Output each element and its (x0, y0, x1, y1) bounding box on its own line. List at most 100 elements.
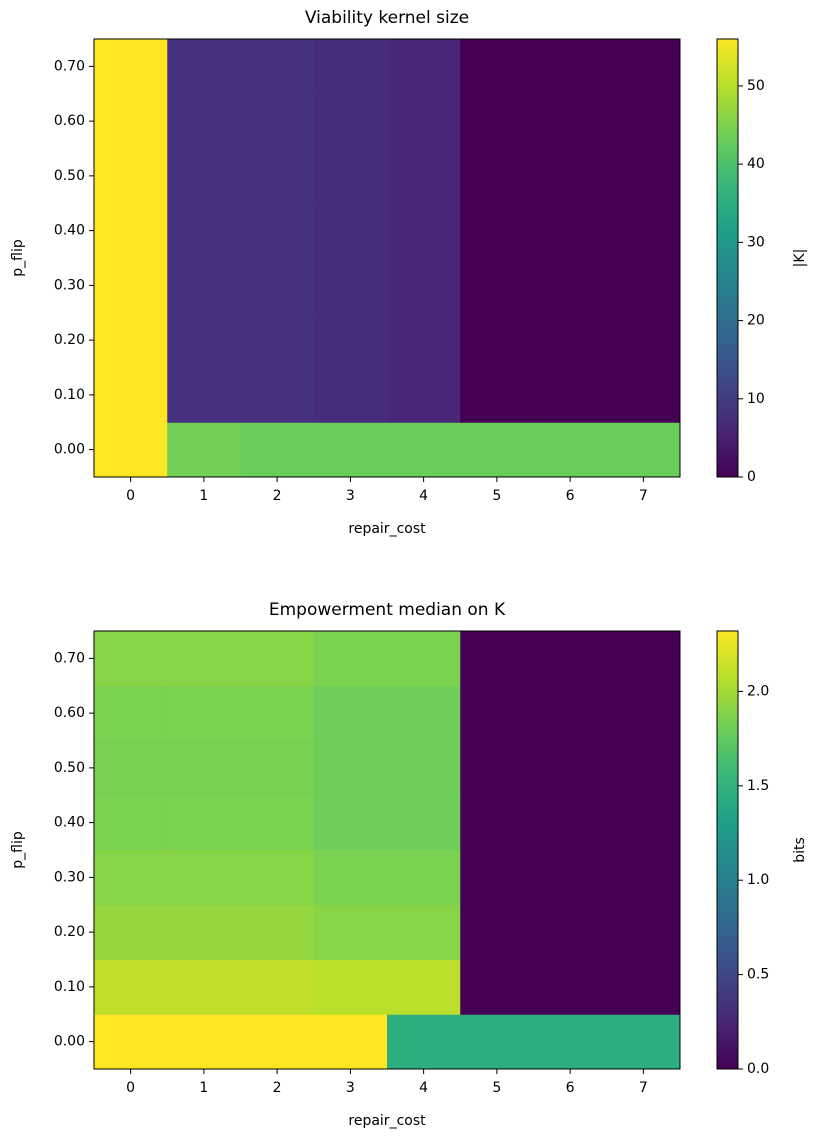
heatmap-cell (387, 367, 461, 423)
heatmap-cell (460, 1014, 534, 1070)
heatmap-cell (167, 148, 241, 204)
chart-title: Empowerment median on K (269, 600, 506, 620)
heatmap-cell (313, 367, 388, 423)
heatmap-cell (533, 93, 608, 149)
heatmap-cell (533, 740, 608, 796)
heatmap-cell (606, 1014, 681, 1070)
heatmap-cell (313, 312, 388, 368)
heatmap-cell (460, 959, 534, 1015)
x-tick-label: 7 (639, 1080, 648, 1096)
heatmap-cell (313, 1014, 388, 1070)
heatmap-cell (606, 850, 681, 906)
heatmap-cell (533, 850, 608, 906)
heatmap-cell (313, 203, 388, 259)
heatmap-cell (94, 203, 168, 259)
heatmap-cell (167, 203, 241, 259)
heatmap-cell (606, 367, 681, 423)
y-tick-label: 0.30 (54, 277, 85, 293)
colorbar-tick-label: 0.0 (747, 1061, 769, 1077)
x-tick-label: 5 (492, 1080, 501, 1096)
heatmap-cell (606, 39, 681, 95)
heatmap-cell (460, 203, 534, 259)
heatmap-cell (167, 258, 241, 314)
heatmap-cell (313, 904, 388, 960)
x-tick-label: 2 (273, 1080, 282, 1096)
x-tick-label: 0 (126, 1080, 135, 1096)
heatmap-cell (387, 904, 461, 960)
heatmap-cell (606, 959, 681, 1015)
heatmap-cell (167, 39, 241, 95)
heatmap-cell (387, 312, 461, 368)
heatmap-cell (606, 148, 681, 204)
x-tick-label: 6 (566, 1080, 575, 1096)
heatmap-cell (94, 367, 168, 423)
heatmap-cell (94, 740, 168, 796)
heatmap-cell (533, 1014, 608, 1070)
heatmap-cell (387, 1014, 461, 1070)
heatmap-cell (167, 631, 241, 687)
y-axis-label: p_flip (10, 831, 26, 869)
heatmap-cell (167, 795, 241, 851)
heatmap-cell (460, 422, 534, 478)
y-tick-label: 0.30 (54, 869, 85, 885)
heatmap-cell (387, 422, 461, 478)
colorbar-tick-label: 2.0 (747, 683, 769, 699)
x-axis-label: repair_cost (348, 1113, 426, 1129)
heatmap-cell (533, 258, 608, 314)
heatmap-cell (533, 312, 608, 368)
heatmap-cell (240, 959, 315, 1015)
x-tick-label: 3 (346, 488, 355, 504)
heatmap-cell (240, 367, 315, 423)
heatmap-cell (606, 93, 681, 149)
heatmap-cell (94, 39, 168, 95)
heatmap-cell (606, 685, 681, 741)
y-axis-label: p_flip (10, 239, 26, 277)
heatmap-cell (606, 203, 681, 259)
y-tick-label: 0.00 (54, 1034, 85, 1050)
heatmap-cell (533, 685, 608, 741)
heatmap-cell (94, 795, 168, 851)
heatmap-cell (460, 148, 534, 204)
heatmap-cell (94, 312, 168, 368)
heatmap-cell (167, 422, 241, 478)
heatmap-cell (94, 685, 168, 741)
heatmap-cell (240, 148, 315, 204)
heatmap-cell (94, 850, 168, 906)
x-tick-label: 3 (346, 1080, 355, 1096)
heatmap-cell (387, 850, 461, 906)
colorbar (716, 38, 739, 478)
heatmap-cell (460, 904, 534, 960)
heatmap-cell (387, 959, 461, 1015)
heatmap-cell (240, 39, 315, 95)
heatmap-cell (240, 795, 315, 851)
heatmap-cell (533, 367, 608, 423)
heatmap-cell (313, 795, 388, 851)
heatmap-cell (313, 422, 388, 478)
heatmap-cell (313, 631, 388, 687)
heatmap-cell (533, 631, 608, 687)
heatmap-cell (387, 93, 461, 149)
x-tick-label: 1 (199, 1080, 208, 1096)
heatmap-cell (167, 685, 241, 741)
plot-frame (93, 630, 681, 1070)
y-tick-label: 0.50 (54, 168, 85, 184)
heatmap-cell (387, 203, 461, 259)
y-tick-label: 0.40 (54, 223, 85, 239)
heatmap-cell (94, 148, 168, 204)
y-tick-label: 0.10 (54, 979, 85, 995)
heatmap-cell (460, 93, 534, 149)
colorbar-tick-label: 0.5 (747, 967, 769, 983)
heatmap-cell (460, 850, 534, 906)
heatmap-cell (240, 1014, 315, 1070)
heatmap-cell (94, 422, 168, 478)
colorbar-tick-label: 1.0 (747, 872, 769, 888)
heatmap-cell (387, 631, 461, 687)
heatmap-cell (533, 795, 608, 851)
heatmap-cell (240, 93, 315, 149)
heatmap-cell (240, 740, 315, 796)
heatmap-cell (94, 1014, 168, 1070)
heatmap-cell (94, 904, 168, 960)
y-tick-label: 0.20 (54, 924, 85, 940)
heatmap-cell (94, 93, 168, 149)
